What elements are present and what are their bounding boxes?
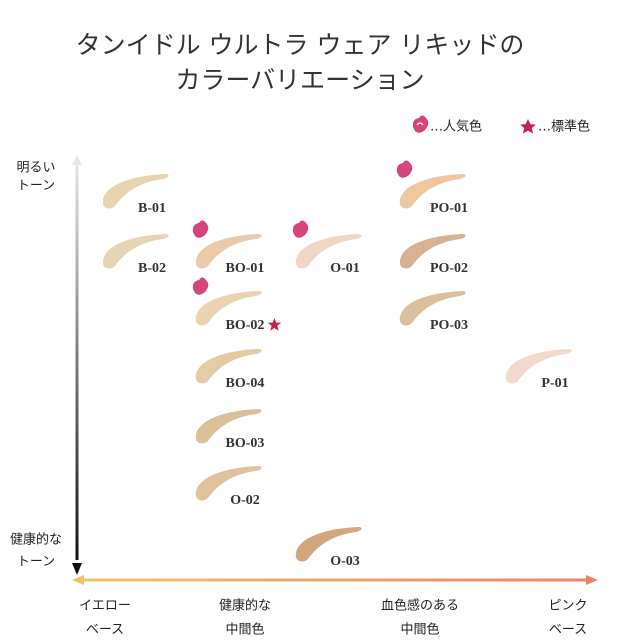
- swatch: [195, 291, 262, 326]
- y-arrow-top: [72, 155, 82, 165]
- shade-label: PO-02: [430, 261, 468, 276]
- x-label: 中間色: [400, 622, 439, 638]
- y-axis: [75, 162, 79, 560]
- y-label-bottom: 健康的な: [10, 532, 62, 548]
- shade-label: O-01: [330, 261, 360, 276]
- popular-icon: [192, 220, 209, 238]
- title: タンイドル ウルトラ ウェア リキッドの: [76, 31, 525, 60]
- shade-label: BO-04: [226, 376, 265, 391]
- legend-standard: …標準色: [538, 119, 590, 135]
- y-label-bottom: トーン: [17, 555, 55, 570]
- swatch: [195, 349, 262, 384]
- shade-label: PO-01: [430, 201, 468, 216]
- rose: [396, 160, 413, 178]
- shade-label: BO-03: [226, 436, 265, 451]
- x-label: 中間色: [225, 622, 264, 638]
- x-axis: [80, 578, 590, 582]
- rose: [192, 277, 209, 295]
- popular-icon: [396, 160, 413, 178]
- legend-popular: …人気色: [430, 119, 482, 135]
- popular-icon: [292, 220, 309, 238]
- swatch: [295, 527, 362, 562]
- popular-icon: [412, 115, 429, 133]
- swatch: [195, 234, 262, 269]
- x-label: イエロー: [79, 599, 131, 614]
- title: カラーバリエーション: [175, 66, 424, 95]
- x-label: 健康的な: [219, 598, 271, 614]
- x-arrow-right: [586, 575, 598, 585]
- popular-icon: [192, 277, 209, 295]
- standard-star: [520, 119, 536, 134]
- swatch: [102, 234, 169, 269]
- standard-star: [267, 318, 282, 331]
- swatch: [399, 291, 466, 326]
- shade-label: PO-03: [430, 318, 468, 333]
- swatch: [399, 234, 466, 269]
- swatch: [195, 409, 262, 444]
- shade-label: BO-01: [226, 261, 265, 276]
- swatch: [102, 174, 169, 209]
- swatch: [505, 349, 572, 384]
- shade-label: B-02: [138, 261, 166, 276]
- x-label: 血色感のある: [381, 598, 459, 614]
- y-label-top: 明るい: [16, 161, 55, 176]
- swatch: [399, 174, 466, 209]
- rose: [192, 220, 209, 238]
- x-arrow-left: [72, 575, 84, 585]
- shade-label: O-03: [330, 554, 360, 569]
- swatch: [295, 234, 362, 269]
- y-arrow-bottom: [72, 563, 82, 575]
- shade-label: O-02: [230, 493, 260, 508]
- y-label-top: トーン: [17, 179, 55, 194]
- x-label: ベース: [86, 623, 124, 638]
- shade-label: BO-02: [226, 318, 265, 333]
- shade-label: B-01: [138, 201, 166, 216]
- x-label: ベース: [549, 623, 587, 638]
- swatch: [195, 466, 262, 501]
- rose: [292, 220, 309, 238]
- shade-label: P-01: [541, 376, 568, 391]
- x-label: ピンク: [548, 599, 587, 614]
